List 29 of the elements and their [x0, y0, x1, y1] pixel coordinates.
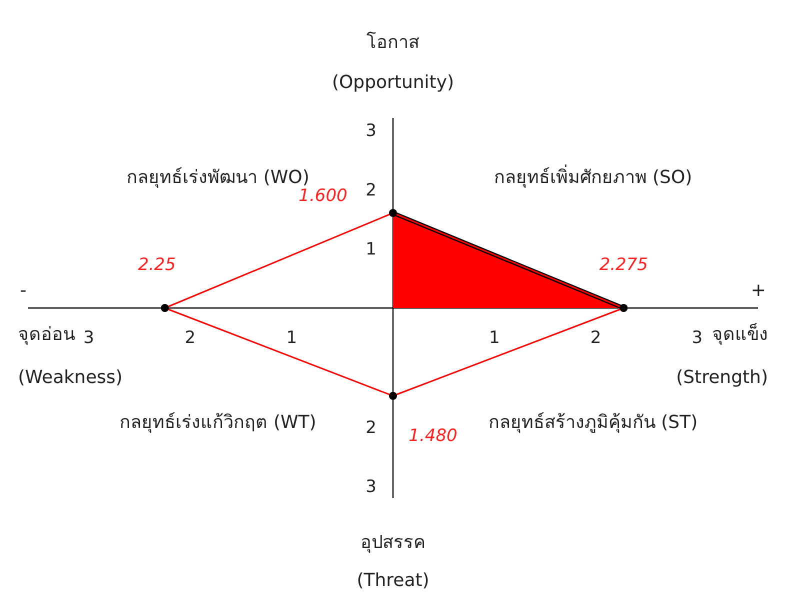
annotation: จุดอ่อน — [18, 324, 75, 345]
y-tick-label: 2 — [366, 418, 376, 438]
text: (Threat) — [356, 570, 430, 591]
y-tick-label: 3 — [366, 477, 376, 498]
annotation: 2.25 — [138, 255, 176, 275]
annotation: 1.480 — [408, 426, 458, 446]
annotation: (Strength) — [676, 367, 768, 388]
annotation: กลยุทธ์สร้างภูมิคุ้มกัน (ST) — [488, 412, 698, 433]
y-tick-label: 2 — [366, 180, 376, 200]
annotation: + — [750, 280, 766, 301]
x-tick-label: 1 — [286, 328, 298, 348]
annotation: กลยุทธ์เพิ่มศักยภาพ (SO) — [494, 164, 692, 188]
annotation: (Weakness) — [18, 367, 123, 388]
annotation: กลยุทธ์เร่งแก้วิกฤต (WT) — [120, 412, 316, 433]
x-tick-label: 2 — [184, 328, 196, 348]
text: โอกาส — [366, 31, 420, 53]
x-tick-label: 3 — [83, 328, 94, 348]
text: (Opportunity) — [332, 72, 454, 93]
x-tick-label: 1 — [488, 328, 500, 348]
text: - — [20, 280, 26, 301]
annotation: จุดแข็ง — [712, 322, 768, 345]
y-tick-label: 3 — [366, 120, 376, 141]
x-tick-label: 3 — [692, 328, 703, 348]
annotation: กลยุทธ์เร่งพัฒนา (WO) — [126, 167, 310, 188]
annotation: 2.275 — [599, 255, 648, 275]
annotation: 1.600 — [298, 186, 348, 206]
x-tick-label: 2 — [590, 328, 602, 348]
y-tick-label: 1 — [366, 240, 376, 260]
text: อุปสรรค — [360, 532, 426, 553]
